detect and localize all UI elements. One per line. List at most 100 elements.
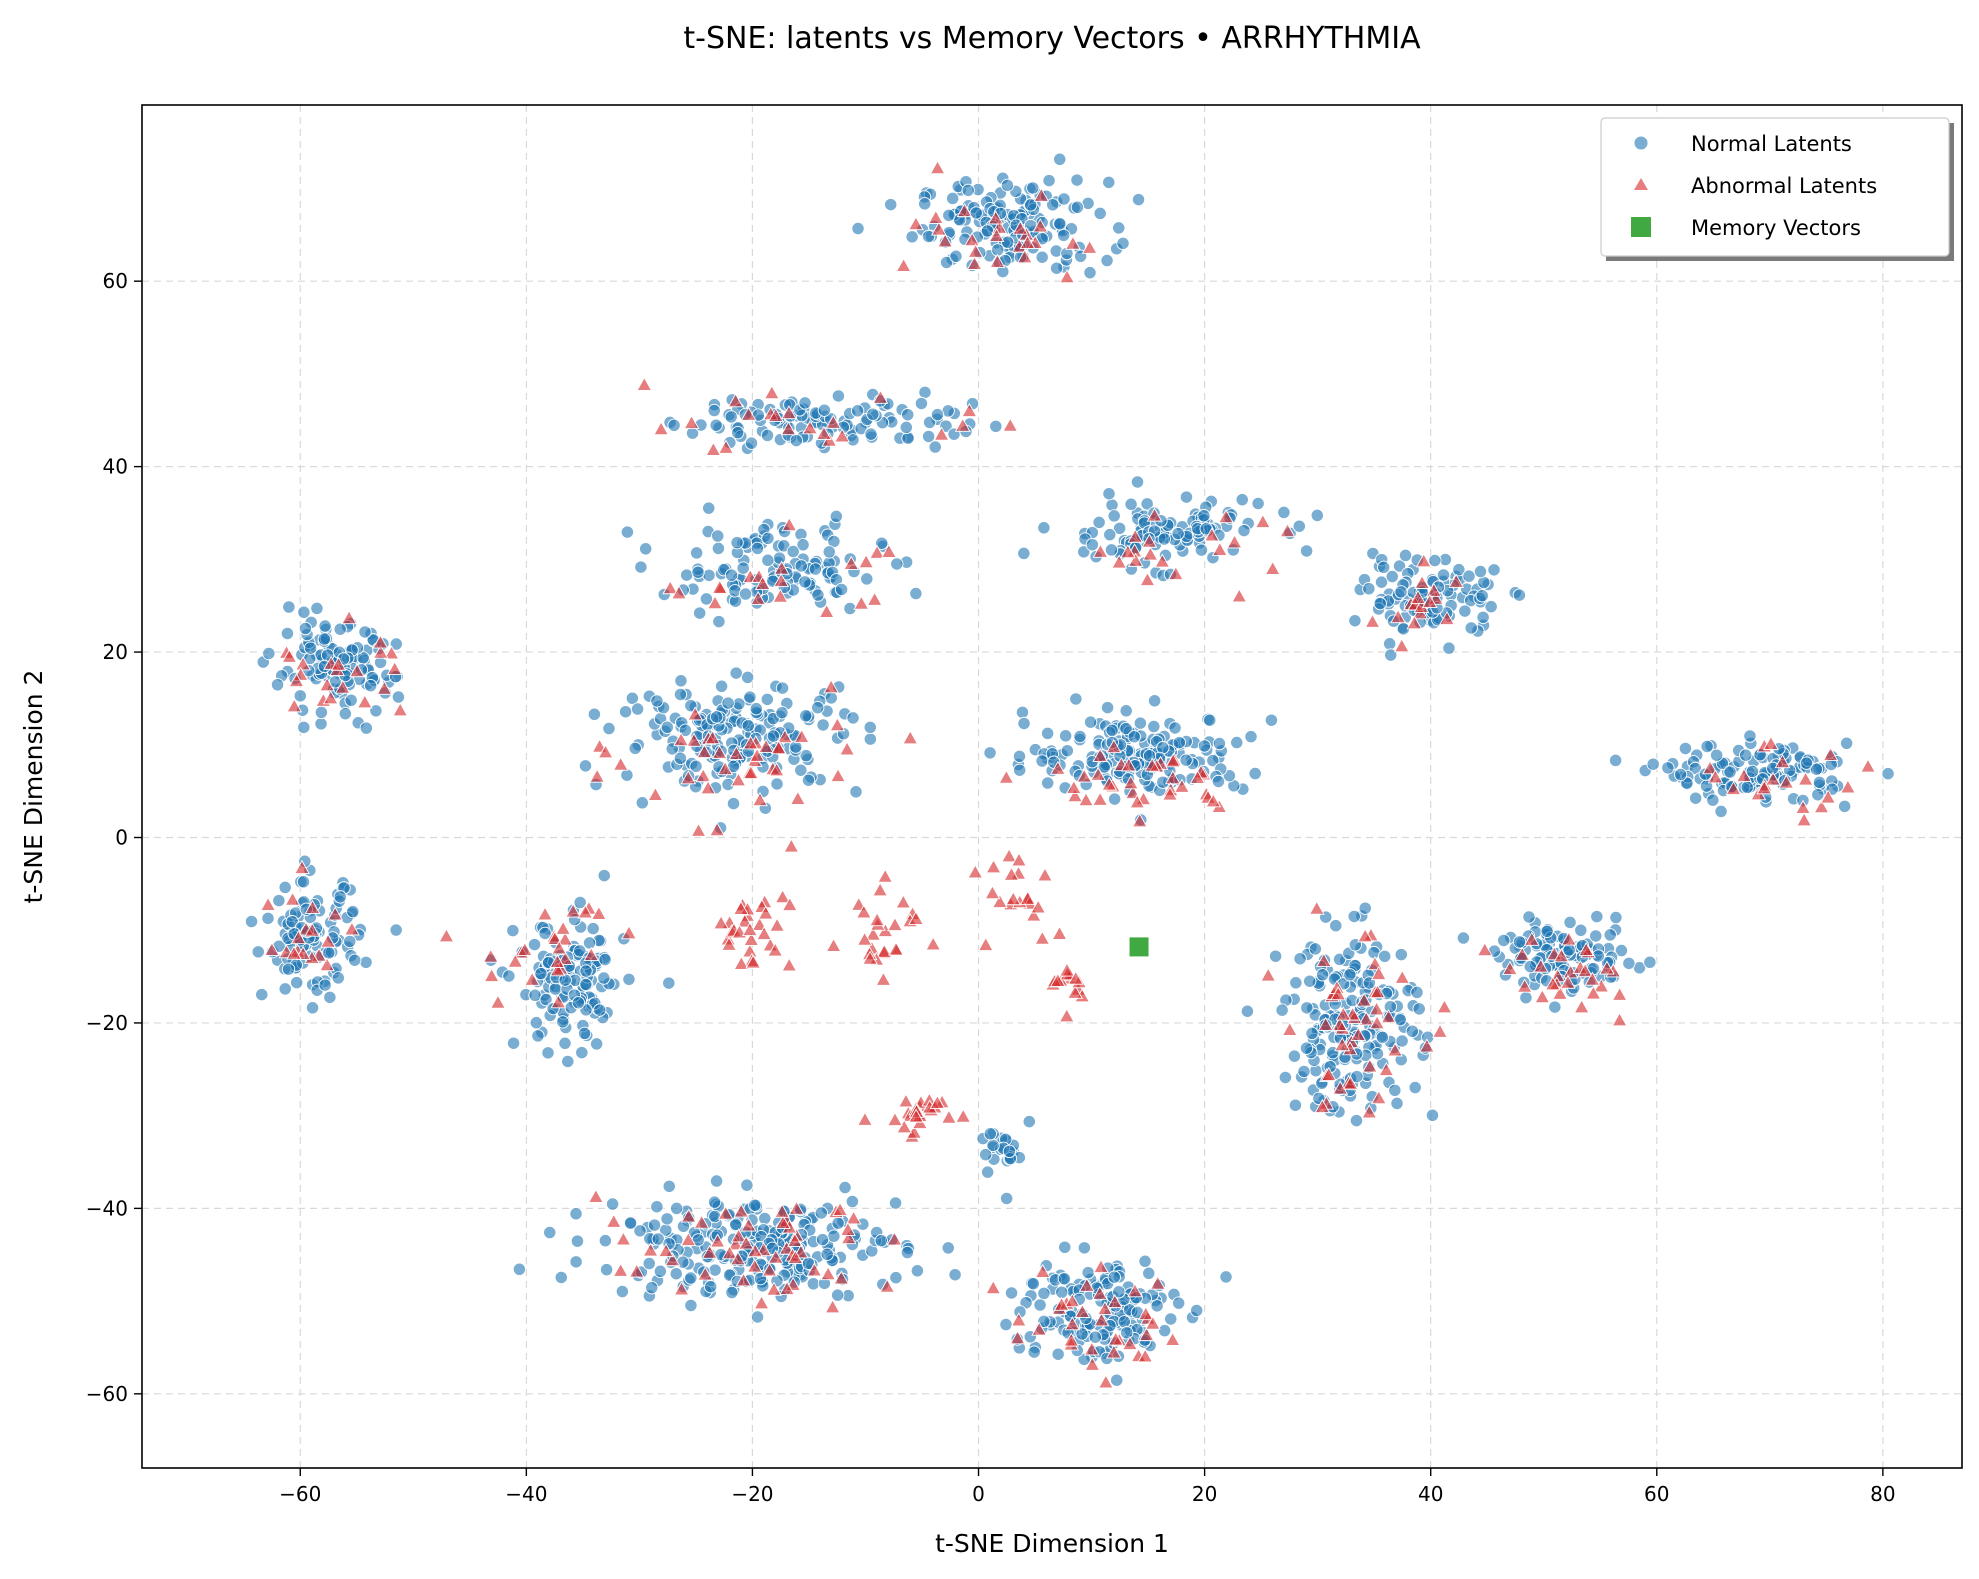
normal-latent-point: [1070, 200, 1085, 214]
normal-latent-point: [1574, 923, 1588, 937]
abnormal-latent-point: [372, 634, 389, 649]
normal-latent-point: [918, 197, 932, 211]
abnormal-latent-point: [1105, 1344, 1122, 1359]
abnormal-latent-point: [1350, 1026, 1367, 1041]
normal-latent-point: [1046, 198, 1060, 212]
normal-latent-point: [1058, 1240, 1072, 1254]
normal-latent-point: [743, 690, 757, 704]
normal-latent-point: [817, 403, 832, 417]
abnormal-latent-point: [793, 728, 810, 743]
abnormal-latent-point: [806, 1262, 823, 1277]
normal-latent-point: [1428, 553, 1442, 568]
abnormal-latent-point: [615, 1231, 632, 1246]
abnormal-latent-point: [1756, 780, 1773, 795]
normal-latent-point: [1037, 521, 1051, 535]
abnormal-latent-point: [673, 731, 689, 747]
normal-latent-point: [1408, 1080, 1422, 1095]
y-tick-label: 60: [103, 269, 128, 293]
abnormal-latent-point: [1083, 1341, 1100, 1356]
normal-latent-point: [389, 923, 403, 937]
normal-latent-point: [1237, 523, 1251, 538]
normal-latent-point: [1278, 1070, 1293, 1085]
abnormal-latent-point: [288, 672, 305, 688]
normal-latent-point: [1057, 228, 1071, 243]
abnormal-latent-point: [777, 729, 793, 744]
abnormal-latent-point: [1707, 769, 1724, 784]
normal-latent-point: [846, 711, 860, 725]
abnormal-latent-point: [662, 580, 679, 595]
abnormal-latent-point: [834, 428, 850, 443]
normal-latent-point: [662, 1179, 676, 1193]
abnormal-latent-point: [1034, 1263, 1051, 1278]
abnormal-latent-point: [967, 243, 984, 258]
y-tick-label: 20: [103, 640, 128, 664]
abnormal-latent-point: [778, 1240, 795, 1255]
abnormal-latent-point: [966, 255, 983, 270]
abnormal-latent-point: [589, 768, 606, 783]
abnormal-latent-point: [1335, 1006, 1352, 1021]
normal-latent-point: [901, 408, 915, 422]
normal-latent-point: [538, 926, 552, 941]
abnormal-latent-point: [1154, 553, 1171, 568]
normal-latent-point: [851, 221, 865, 236]
abnormal-latent-point: [717, 1205, 734, 1220]
normal-latent-point: [573, 895, 587, 910]
normal-latent-point: [890, 557, 904, 571]
abnormal-latent-point: [1009, 1330, 1026, 1345]
normal-latent-point: [673, 751, 688, 765]
normal-latent-point: [1051, 1347, 1065, 1361]
normal-latent-point: [850, 404, 865, 418]
normal-latent-point: [676, 1255, 690, 1269]
normal-latent-point: [1119, 704, 1133, 718]
abnormal-latent-point: [597, 744, 614, 759]
normal-latent-point: [918, 385, 932, 399]
normal-latent-point: [582, 936, 597, 950]
legend-item: Memory Vectors: [1631, 216, 1861, 240]
x-tick-label: 60: [1644, 1482, 1669, 1506]
abnormal-latent-point: [1331, 1016, 1348, 1032]
abnormal-latent-point: [1144, 757, 1161, 772]
abnormal-latent-point: [1358, 1011, 1375, 1026]
normal-latent-point: [653, 1264, 667, 1278]
normal-latent-point: [647, 1218, 662, 1232]
normal-latent-point: [981, 1165, 995, 1179]
series-memory-vectors: [1129, 937, 1149, 957]
abnormal-latent-point: [1010, 1312, 1027, 1327]
normal-latent-point: [527, 937, 542, 952]
abnormal-latent-point: [773, 572, 790, 587]
normal-latent-point: [838, 1180, 852, 1195]
abnormal-latent-point: [1093, 1258, 1109, 1274]
abnormal-latent-point: [877, 868, 894, 883]
normal-latent-point: [1203, 713, 1217, 727]
normal-latent-point: [1240, 1004, 1255, 1018]
normal-latent-point: [389, 637, 403, 651]
normal-latent-point: [1179, 753, 1193, 767]
normal-latent-point: [1394, 947, 1408, 962]
abnormal-latent-point: [1001, 848, 1017, 863]
normal-latent-point: [314, 717, 328, 731]
normal-latent-point: [1197, 509, 1211, 523]
normal-latent-point: [280, 626, 295, 641]
abnormal-latent-point: [1577, 963, 1594, 978]
abnormal-latent-point: [1778, 774, 1795, 789]
abnormal-latent-point: [680, 1231, 697, 1247]
abnormal-latent-point: [1067, 984, 1083, 999]
abnormal-latent-point: [1611, 986, 1628, 1001]
abnormal-latent-point: [1369, 984, 1386, 999]
abnormal-latent-point: [1002, 417, 1019, 432]
abnormal-latent-point: [1141, 533, 1158, 548]
normal-latent-point: [1112, 221, 1126, 235]
normal-latent-point: [1268, 949, 1283, 963]
abnormal-latent-point: [1279, 522, 1296, 538]
normal-latent-point: [317, 632, 331, 646]
abnormal-latent-point: [987, 210, 1004, 225]
normal-latent-point: [281, 962, 296, 976]
abnormal-latent-point: [1137, 1306, 1154, 1321]
normal-latent-point: [1394, 585, 1408, 599]
normal-latent-point: [820, 1247, 834, 1261]
normal-latent-point: [1171, 526, 1185, 541]
normal-latent-point: [318, 978, 332, 992]
normal-latent-point: [874, 1233, 888, 1248]
abnormal-latent-point: [845, 1210, 862, 1225]
